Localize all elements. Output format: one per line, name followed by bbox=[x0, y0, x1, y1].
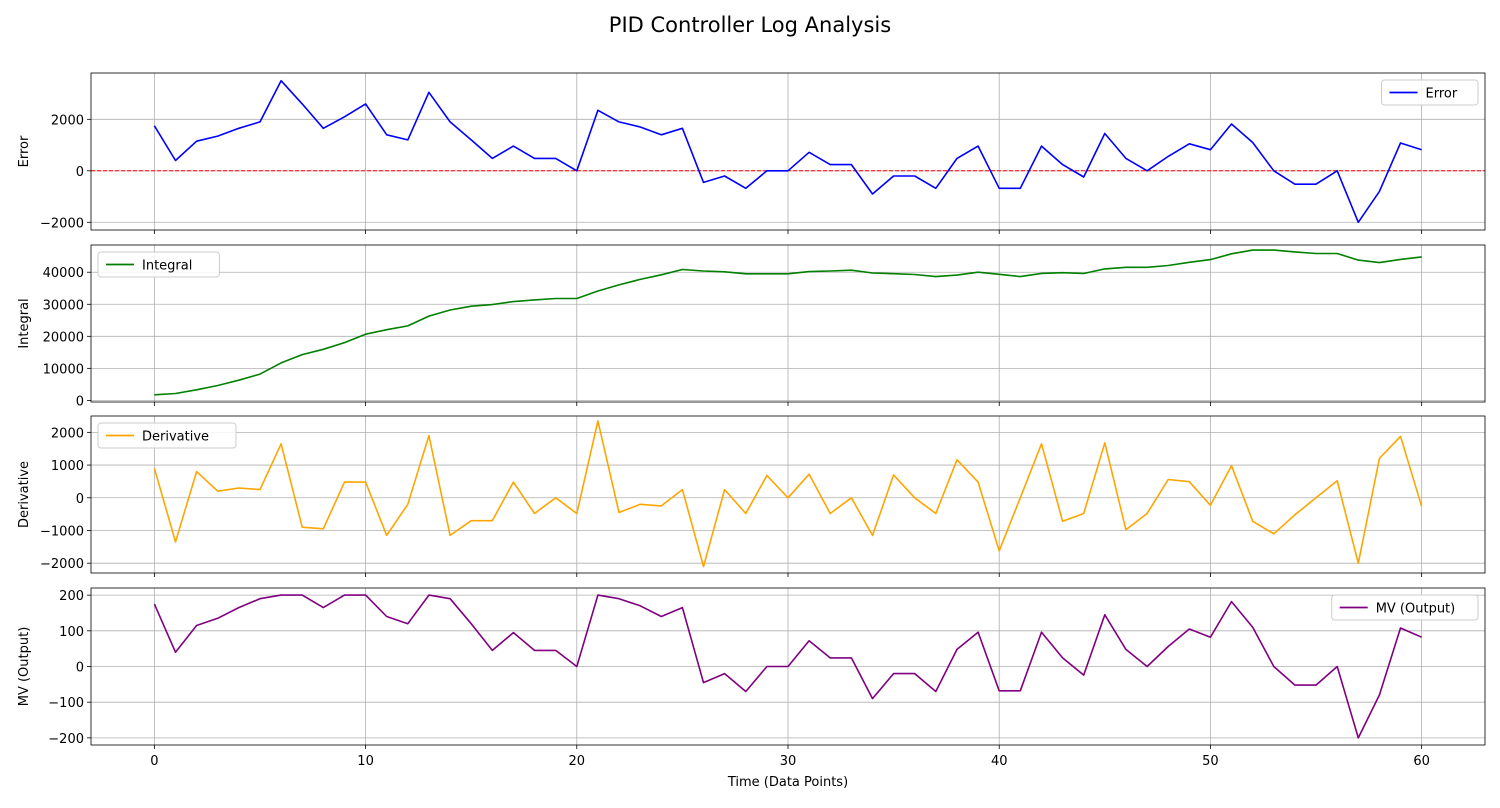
x-tick-label: 50 bbox=[1202, 754, 1219, 769]
legend-label: Integral bbox=[142, 259, 192, 274]
series-line bbox=[153, 420, 1423, 568]
series-line bbox=[153, 79, 1422, 224]
x-tick-label: 60 bbox=[1413, 754, 1430, 769]
y-tick-label: 0 bbox=[76, 394, 84, 409]
y-tick-label: 1000 bbox=[51, 459, 84, 474]
legend-box bbox=[97, 251, 220, 278]
y-tick-label: 0 bbox=[76, 661, 84, 676]
legend-box bbox=[1381, 79, 1479, 106]
chart-title: PID Controller Log Analysis bbox=[609, 13, 891, 37]
x-axis-label: Time (Data Points) bbox=[727, 775, 848, 790]
y-tick-label: −200 bbox=[48, 732, 84, 747]
x-tick-label: 0 bbox=[150, 754, 158, 769]
subplot-1: −2000 0 2000 Error Error bbox=[17, 72, 1486, 234]
legend: Error bbox=[1381, 79, 1479, 106]
y-tick-label: 10000 bbox=[43, 362, 84, 377]
y-axis-label: Error bbox=[17, 135, 32, 167]
legend: Derivative bbox=[97, 422, 237, 449]
legend-label: MV (Output) bbox=[1376, 602, 1456, 617]
subplot-4: 0 10 20 30 40 50 60 −200 −100 0 100 200 MV (Output) M… bbox=[17, 587, 1486, 769]
y-tick-label: 2000 bbox=[51, 426, 84, 441]
y-tick-label: 200 bbox=[59, 589, 84, 604]
series-line bbox=[153, 594, 1422, 739]
y-tick-label: 40000 bbox=[43, 266, 84, 281]
y-tick-label: 100 bbox=[59, 625, 84, 640]
y-axis-label: Derivative bbox=[17, 461, 32, 528]
x-tick-label: 40 bbox=[991, 754, 1008, 769]
y-tick-label: 30000 bbox=[43, 298, 84, 313]
y-tick-label: −2000 bbox=[40, 557, 84, 572]
y-tick-label: −100 bbox=[48, 696, 84, 711]
legend-box bbox=[1331, 594, 1479, 621]
legend-box bbox=[97, 422, 237, 449]
x-tick-label: 20 bbox=[569, 754, 586, 769]
y-tick-label: 0 bbox=[76, 165, 84, 180]
subplot-2: 0 10000 20000 30000 40000 Integral Integral bbox=[17, 244, 1486, 409]
x-tick-label: 30 bbox=[780, 754, 797, 769]
subplot-3: −2000 −1000 0 1000 2000 Derivative Derivative bbox=[17, 415, 1486, 577]
legend-label: Error bbox=[1426, 87, 1458, 102]
subplots: −200002000ErrorError01000020000300004000… bbox=[17, 72, 1486, 769]
series-line bbox=[154, 249, 1422, 396]
y-tick-label: −2000 bbox=[40, 216, 84, 231]
y-tick-label: 2000 bbox=[51, 113, 84, 128]
y-tick-label: 0 bbox=[76, 492, 84, 507]
y-tick-label: 20000 bbox=[43, 330, 84, 345]
legend-label: Derivative bbox=[142, 430, 209, 445]
y-axis-label: Integral bbox=[17, 298, 32, 348]
x-tick-label: 10 bbox=[357, 754, 374, 769]
y-axis-label: MV (Output) bbox=[17, 627, 32, 707]
y-tick-label: −1000 bbox=[40, 524, 84, 539]
legend: Integral bbox=[97, 251, 220, 278]
legend: MV (Output) bbox=[1331, 594, 1479, 621]
